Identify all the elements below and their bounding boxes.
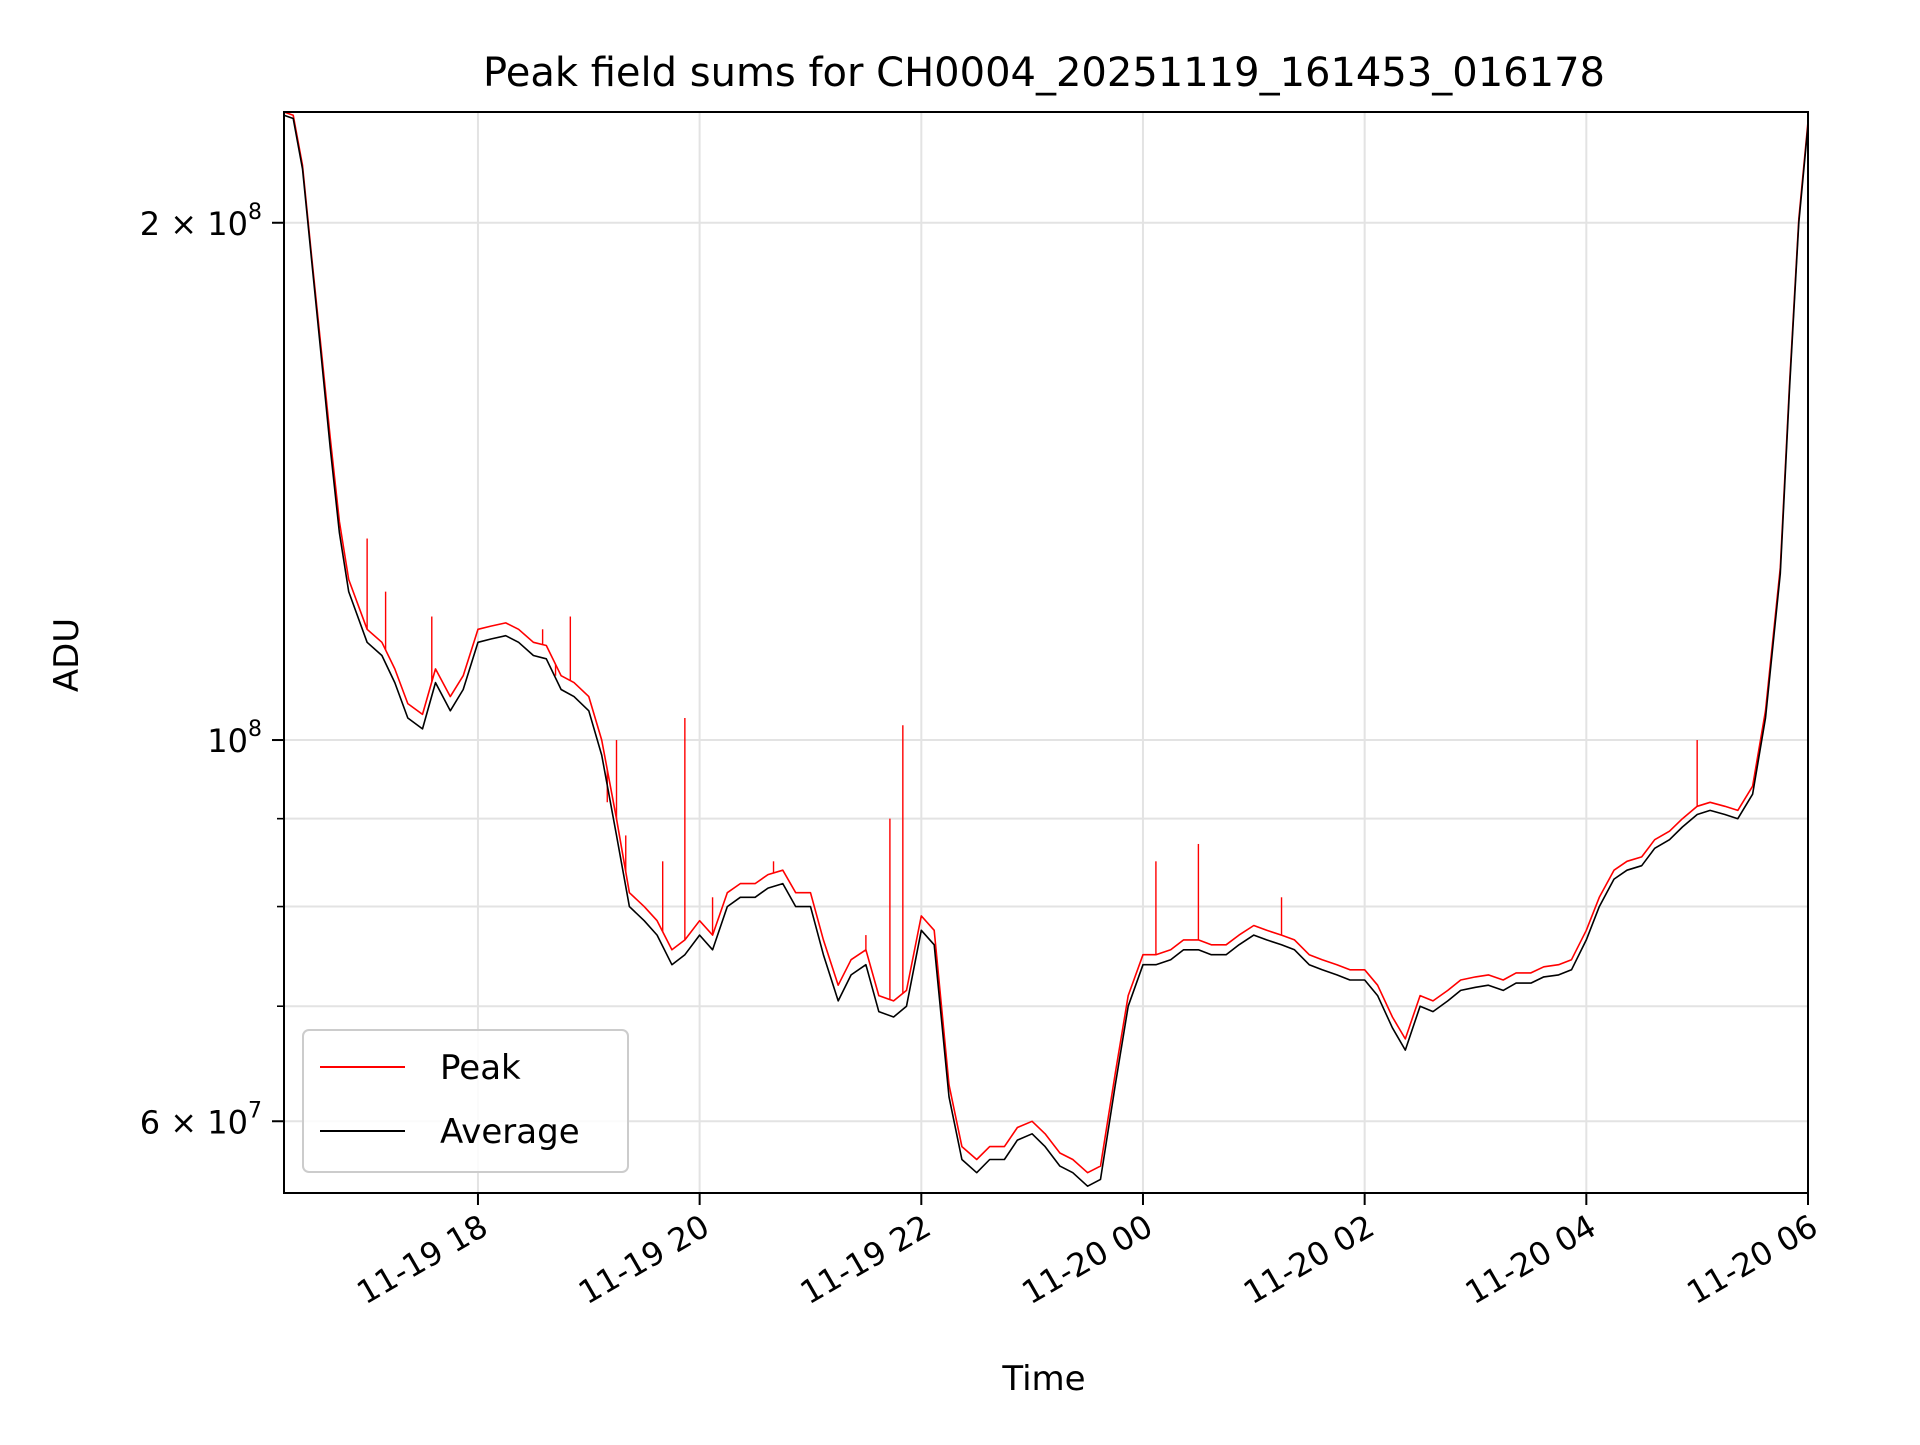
x-tick-label: 11-20 00 xyxy=(1015,1207,1159,1312)
y-tick-label: 2 × 108 xyxy=(140,200,262,243)
x-tick-label: 11-20 04 xyxy=(1459,1207,1603,1312)
y-tick-label: 108 xyxy=(207,717,262,760)
y-axis-label: ADU xyxy=(47,618,87,692)
y-axis: 6 × 107 108 2 × 108 xyxy=(140,200,284,1141)
legend-label: Average xyxy=(440,1112,580,1152)
series-line-peak xyxy=(283,111,1809,1174)
plot-area-frame xyxy=(283,111,1809,1194)
x-tick-label: 11-19 20 xyxy=(572,1207,716,1312)
legend: Peak Average xyxy=(302,1029,629,1173)
x-axis-label: Time xyxy=(1001,1359,1085,1399)
series-line-average xyxy=(283,114,1809,1187)
series-lines xyxy=(283,111,1809,1187)
legend-box xyxy=(302,1029,629,1173)
x-axis: 11-19 18 11-19 20 11-19 22 11-20 00 11-20 02… xyxy=(350,1193,1824,1312)
chart-title: Peak field sums for CH0004_20251119_1614… xyxy=(483,50,1605,96)
legend-label: Peak xyxy=(440,1048,521,1088)
x-tick-label: 11-19 18 xyxy=(350,1207,494,1312)
y-tick-label: 6 × 107 xyxy=(140,1098,262,1141)
x-tick-label: 11-19 22 xyxy=(794,1207,938,1312)
grid-lines xyxy=(284,112,1809,1193)
x-tick-label: 11-20 02 xyxy=(1237,1207,1381,1312)
x-tick-label: 11-20 06 xyxy=(1680,1207,1824,1312)
